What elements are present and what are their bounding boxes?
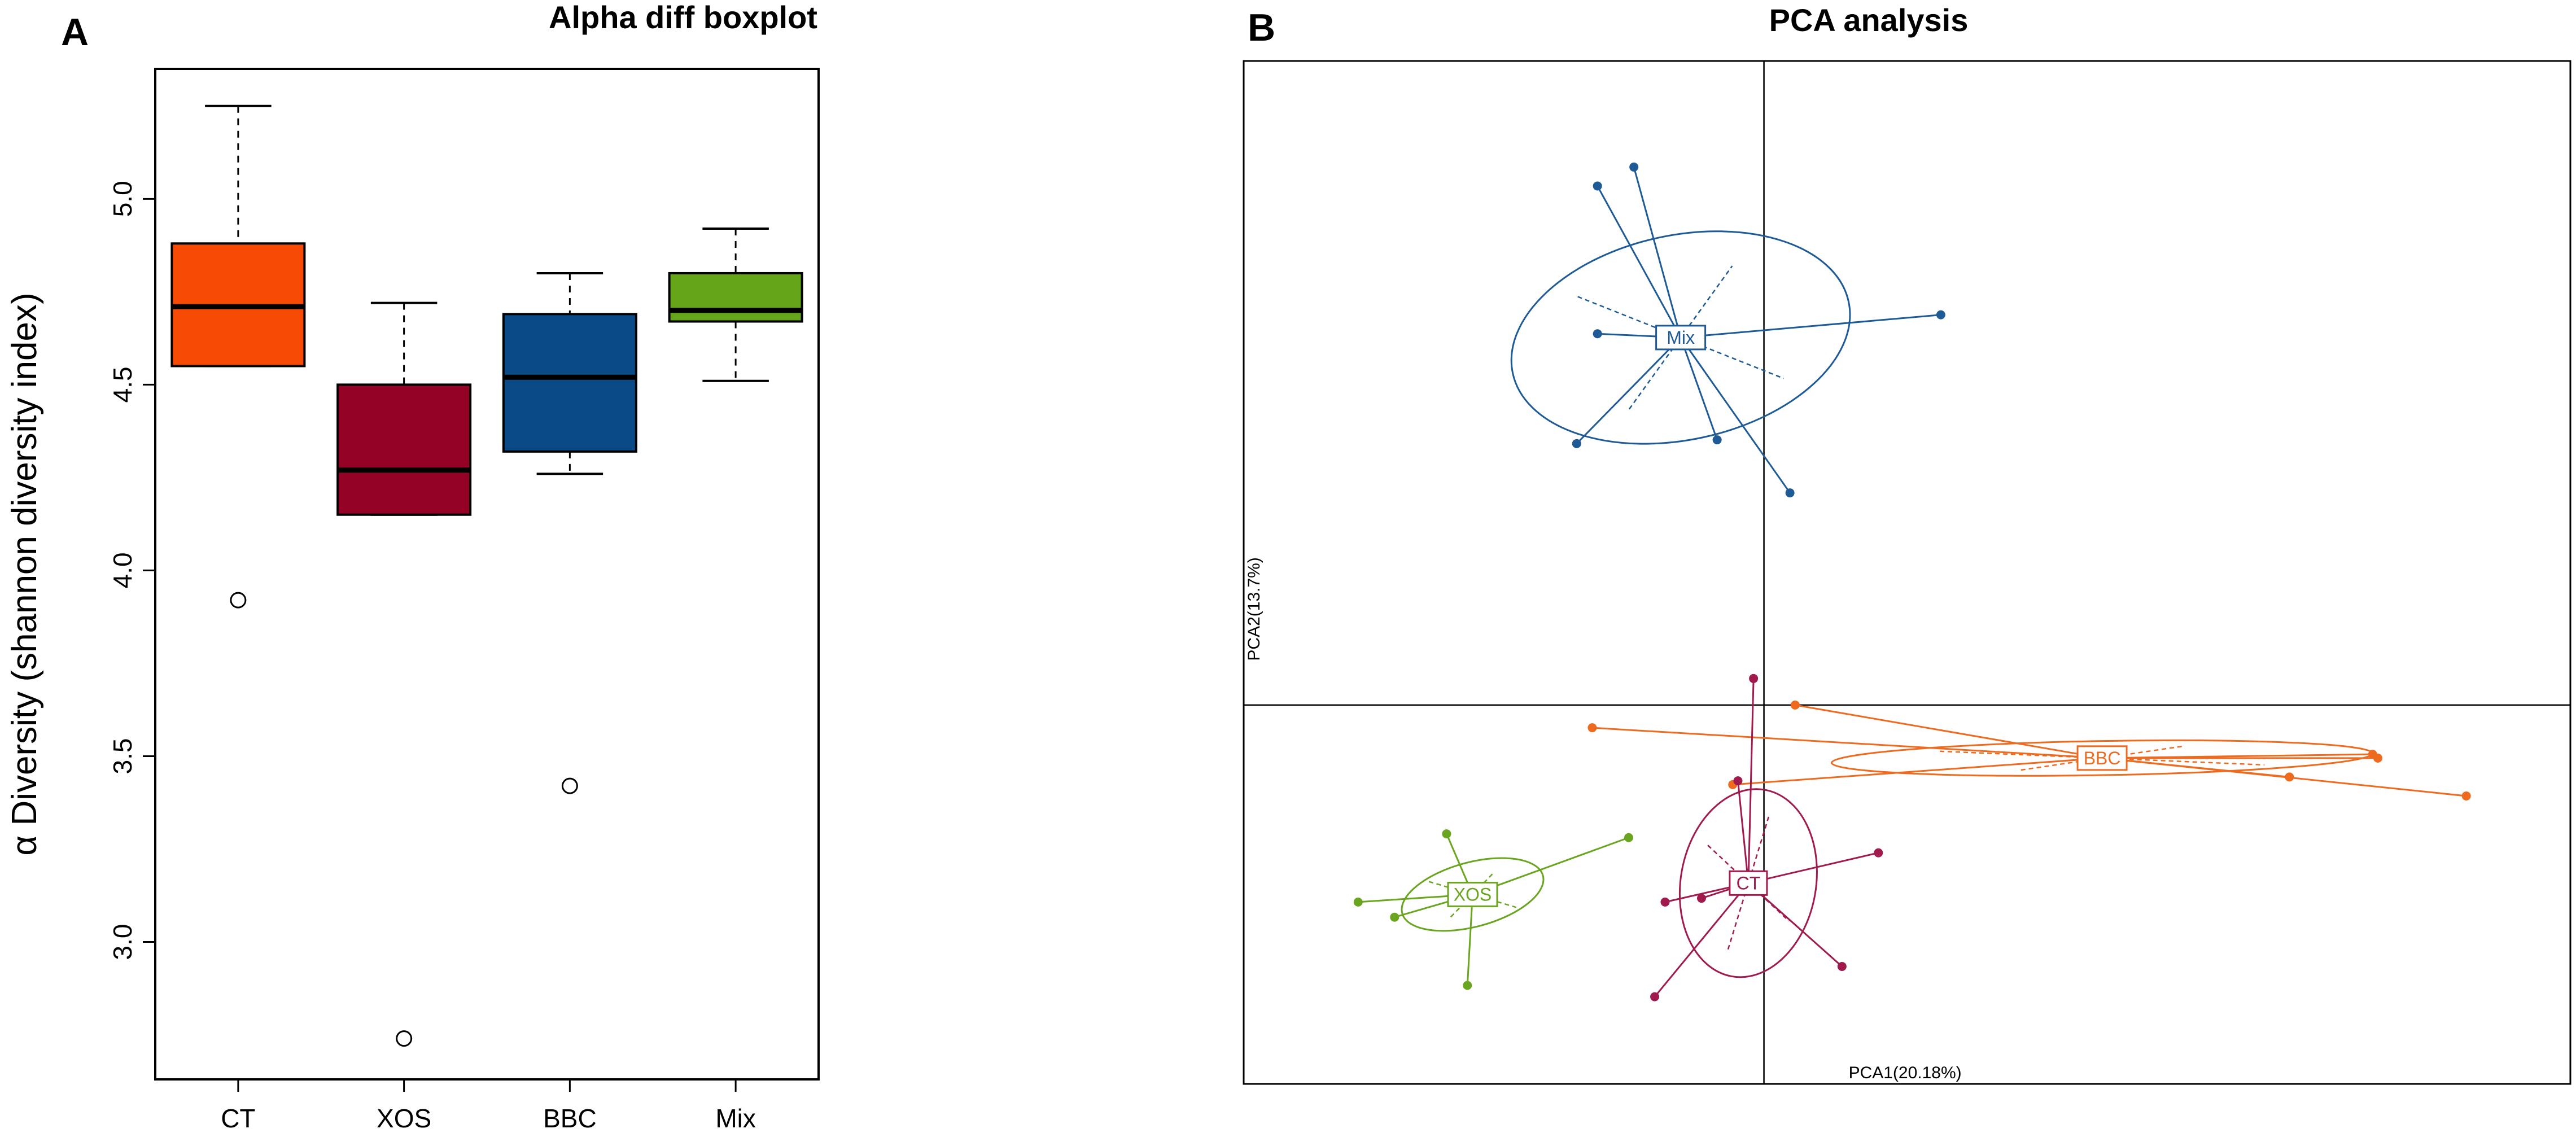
x-tick-label-xos: XOS bbox=[377, 1104, 431, 1133]
pca-spoke-ct bbox=[1747, 882, 1843, 968]
box-bbc bbox=[502, 313, 637, 453]
pca-group-xos: XOS bbox=[1353, 829, 1633, 990]
pca-spoke-mix bbox=[1597, 185, 1682, 338]
pca-label-mix: Mix bbox=[1667, 327, 1695, 348]
box-mix bbox=[668, 272, 803, 323]
pca-spoke-bbc bbox=[2102, 757, 2466, 797]
pca-point-ct bbox=[1733, 776, 1743, 786]
pca-point-bbc bbox=[2461, 791, 2471, 801]
pca-ellipse-ct bbox=[1678, 788, 1818, 978]
pca-label-xos: XOS bbox=[1454, 884, 1492, 904]
outlier-bbc bbox=[561, 777, 578, 794]
pca-point-bbc bbox=[1790, 700, 1800, 710]
panel-b-letter: B bbox=[1248, 6, 1275, 49]
pca-point-ct bbox=[1696, 894, 1706, 903]
pca-panel: PCA analysis PCA1(20.18%) PCA2(13.7%) Mi… bbox=[1243, 2, 2571, 1085]
pca-point-ct bbox=[1660, 897, 1670, 907]
pca-spoke-mix bbox=[1680, 337, 1791, 493]
boxplot-x-axis: CT XOS BBC Mix bbox=[221, 1079, 756, 1133]
pca-point-mix bbox=[1712, 435, 1722, 445]
pca-y-axis-label: PCA2(13.7%) bbox=[1245, 557, 1263, 661]
pca-label-ct: CT bbox=[1737, 873, 1761, 893]
pca-point-mix bbox=[1785, 488, 1795, 498]
pca-point-ct bbox=[1650, 992, 1660, 1001]
pca-ellipse-xos bbox=[1401, 857, 1545, 932]
y-tick-label: 5.0 bbox=[108, 181, 137, 217]
pca-spoke-bbc bbox=[1795, 704, 2102, 759]
pca-x-axis-label: PCA1(20.18%) bbox=[1849, 1064, 1962, 1082]
pca-point-mix bbox=[1936, 310, 1945, 320]
pca-point-xos bbox=[1442, 829, 1451, 839]
boxplot-y-axis-label: α Diversity (shannon diversity index) bbox=[5, 292, 44, 855]
pca-point-ct bbox=[1837, 961, 1847, 971]
pca-spoke-ct bbox=[1654, 882, 1750, 998]
pca-ellipse-mix bbox=[1510, 230, 1851, 445]
pca-spoke-xos bbox=[1466, 894, 1473, 986]
x-tick-label-mix: Mix bbox=[715, 1104, 756, 1133]
pca-label-box-ct bbox=[1729, 870, 1768, 896]
pca-label-box-xos bbox=[1447, 881, 1498, 907]
pca-group-bbc: BBC bbox=[1587, 700, 2471, 801]
pca-spoke-mix bbox=[1680, 314, 1941, 339]
y-tick-label: 4.0 bbox=[108, 552, 137, 588]
pca-frame bbox=[1243, 60, 2571, 1085]
boxplot-title: Alpha diff boxplot bbox=[549, 0, 817, 35]
pca-point-xos bbox=[1353, 897, 1363, 907]
pca-point-xos bbox=[1390, 912, 1399, 922]
pca-spoke-bbc bbox=[1733, 757, 2102, 786]
pca-point-mix bbox=[1572, 439, 1581, 448]
pca-label-box-mix bbox=[1655, 325, 1707, 351]
outlier-xos bbox=[396, 1030, 413, 1047]
pca-point-xos bbox=[1624, 833, 1633, 842]
outlier-ct bbox=[230, 592, 247, 609]
pca-point-bbc bbox=[2373, 753, 2383, 763]
pca-spoke-ct bbox=[1737, 780, 1750, 883]
pca-point-mix bbox=[1629, 162, 1639, 172]
box-xos bbox=[336, 383, 472, 516]
panel-a-letter: A bbox=[61, 11, 89, 54]
pca-spoke-mix bbox=[1680, 337, 1718, 440]
pca-point-mix bbox=[1593, 329, 1602, 339]
pca-spoke-xos bbox=[1472, 837, 1629, 895]
pca-point-mix bbox=[1593, 181, 1602, 191]
x-tick-label-ct: CT bbox=[221, 1104, 255, 1133]
pca-point-ct bbox=[1749, 673, 1759, 683]
pca-spoke-mix bbox=[1633, 167, 1682, 338]
pca-point-ct bbox=[1874, 848, 1883, 858]
y-tick-label: 4.5 bbox=[108, 366, 137, 403]
pca-label-bbc: BBC bbox=[2084, 748, 2121, 768]
y-tick-label: 3.0 bbox=[108, 924, 137, 960]
pca-axis-dashed-xos bbox=[1450, 871, 1495, 918]
y-tick-label: 3.5 bbox=[108, 738, 137, 774]
pca-group-mix: Mix bbox=[1510, 162, 1945, 498]
boxplot-panel: Alpha diff boxplot α Diversity (shannon … bbox=[5, 0, 820, 1133]
pca-label-box-bbc bbox=[2076, 745, 2128, 771]
pca-spoke-mix bbox=[1576, 336, 1682, 444]
pca-marks: Mix BBC CT XOS bbox=[1353, 162, 2471, 1001]
pca-spoke-ct bbox=[1748, 852, 1879, 884]
pca-title: PCA analysis bbox=[1769, 2, 1969, 38]
pca-spoke-ct bbox=[1747, 678, 1755, 883]
boxplot-y-axis: 3.0 3.5 4.0 4.5 5.0 bbox=[108, 181, 155, 960]
boxplot-frame bbox=[154, 68, 820, 1081]
pca-point-xos bbox=[1463, 981, 1472, 990]
pca-spoke-bbc bbox=[1592, 727, 2102, 759]
pca-point-bbc bbox=[1587, 723, 1597, 733]
x-tick-label-bbc: BBC bbox=[543, 1104, 597, 1133]
pca-group-ct: CT bbox=[1650, 673, 1883, 1001]
boxplot-marks bbox=[170, 104, 803, 1047]
